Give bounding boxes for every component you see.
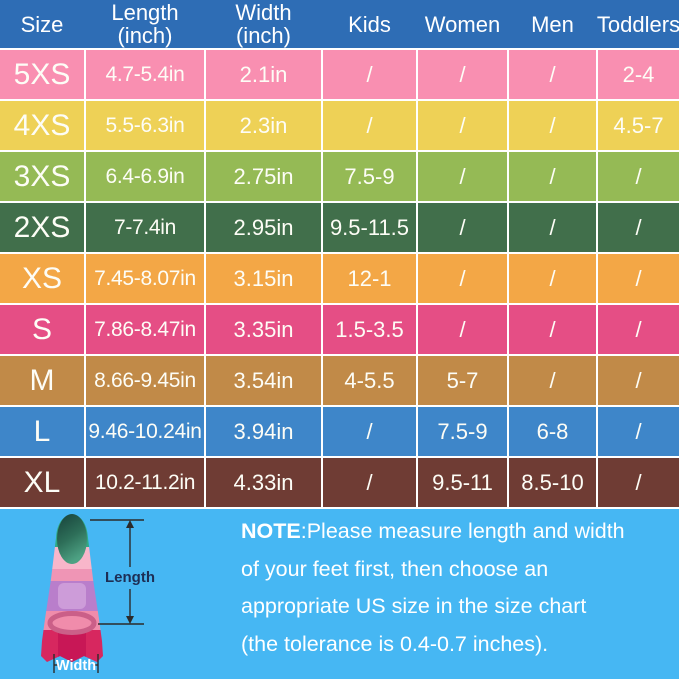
- table-cell-toddlers: /: [598, 407, 679, 456]
- table-cell-length: 8.66-9.45in: [86, 356, 204, 405]
- note-text: NOTE:Please measure length and width of …: [241, 513, 671, 663]
- table-cell-kids: /: [323, 101, 416, 150]
- size-label: M: [0, 356, 84, 405]
- table-cell-men: 8.5-10: [509, 458, 596, 507]
- table-cell-women: /: [418, 50, 507, 99]
- size-table: Size Length (inch) Width (inch) Kids Women Men T…: [0, 0, 679, 509]
- fin-body: [41, 515, 103, 662]
- size-label: XS: [0, 254, 84, 303]
- table-cell-kids: /: [323, 50, 416, 99]
- table-cell-women: /: [418, 254, 507, 303]
- size-label: 5XS: [0, 50, 84, 99]
- table-cell-kids: /: [323, 407, 416, 456]
- length-label: Length: [105, 569, 155, 586]
- size-label: XL: [0, 458, 84, 507]
- size-label: 3XS: [0, 152, 84, 201]
- table-cell-women: 5-7: [418, 356, 507, 405]
- table-cell-kids: 7.5-9: [323, 152, 416, 201]
- fin-toe-opening: [57, 514, 87, 564]
- table-header: Size Length (inch) Width (inch) Kids Women Men T…: [0, 0, 679, 48]
- width-label: Width: [56, 658, 96, 674]
- table-cell-women: /: [418, 305, 507, 354]
- table-cell-kids: 1.5-3.5: [323, 305, 416, 354]
- table-cell-men: /: [509, 305, 596, 354]
- table-cell-men: 6-8: [509, 407, 596, 456]
- table-cell-width: 2.3in: [206, 101, 321, 150]
- footer-band: Length Width NOTE:Please measure length …: [0, 509, 679, 679]
- table-cell-toddlers: /: [598, 203, 679, 252]
- table-cell-length: 7.86-8.47in: [86, 305, 204, 354]
- size-label: L: [0, 407, 84, 456]
- table-cell-men: /: [509, 356, 596, 405]
- table-cell-kids: /: [323, 458, 416, 507]
- table-cell-men: /: [509, 152, 596, 201]
- table-cell-length: 7.45-8.07in: [86, 254, 204, 303]
- table-cell-kids: 9.5-11.5: [323, 203, 416, 252]
- table-cell-toddlers: 2-4: [598, 50, 679, 99]
- note-line: NOTE:Please measure length and width: [241, 519, 625, 543]
- column-header-toddlers: Toddlers: [596, 11, 679, 37]
- table-cell-toddlers: /: [598, 356, 679, 405]
- note-line: appropriate US size in the size chart: [241, 594, 587, 618]
- column-header-men: Men: [531, 11, 574, 37]
- note-line: (the tolerance is 0.4-0.7 inches).: [241, 631, 549, 656]
- table-cell-women: /: [418, 101, 507, 150]
- note-line: of your feet first, then choose an: [241, 556, 549, 581]
- column-header-size: Size: [20, 11, 64, 37]
- width-dimension-line: [53, 654, 99, 673]
- table-cell-width: 3.15in: [206, 254, 321, 303]
- table-cell-width: 3.35in: [206, 305, 321, 354]
- size-label: S: [0, 305, 84, 354]
- table-cell-women: /: [418, 203, 507, 252]
- table-cell-width: 2.95in: [206, 203, 321, 252]
- column-header-kids: Kids: [348, 11, 391, 37]
- table-body: 5XS 4.7-5.4in 2.1in / //2-4 4XS 5.5-6.3in 2.3in…: [0, 50, 679, 507]
- table-cell-men: /: [509, 101, 596, 150]
- table-cell-toddlers: /: [598, 254, 679, 303]
- size-label: 2XS: [0, 203, 84, 252]
- table-cell-width: 3.94in: [206, 407, 321, 456]
- column-header-women: Women: [424, 11, 501, 37]
- table-cell-kids: 4-5.5: [323, 356, 416, 405]
- fin-illustration: Length Width: [41, 514, 155, 674]
- table-cell-length: 6.4-6.9in: [86, 152, 204, 201]
- table-cell-width: 3.54in: [206, 356, 321, 405]
- table-cell-toddlers: /: [598, 458, 679, 507]
- table-cell-toddlers: /: [598, 305, 679, 354]
- table-cell-men: /: [509, 203, 596, 252]
- length-dimension-arrows: [126, 520, 134, 624]
- note-bold-prefix: NOTE: [241, 519, 301, 543]
- table-cell-men: /: [509, 50, 596, 99]
- table-cell-width: 2.75in: [206, 152, 321, 201]
- size-label: 4XS: [0, 101, 84, 150]
- table-cell-kids: 12-1: [323, 254, 416, 303]
- table-cell-length: 9.46-10.24in: [86, 407, 204, 456]
- table-cell-women: 9.5-11: [418, 458, 507, 507]
- column-header-width: Width (inch): [235, 0, 292, 48]
- fin-heel-strap: [47, 611, 97, 635]
- table-cell-width: 4.33in: [206, 458, 321, 507]
- table-cell-women: 7.5-9: [418, 407, 507, 456]
- table-cell-length: 10.2-11.2in: [86, 458, 204, 507]
- table-cell-length: 5.5-6.3in: [86, 101, 204, 150]
- column-header-length: Length (inch): [111, 0, 179, 48]
- table-cell-width: 2.1in: [206, 50, 321, 99]
- table-cell-toddlers: /: [598, 152, 679, 201]
- table-cell-length: 7-7.4in: [86, 203, 204, 252]
- table-cell-men: /: [509, 254, 596, 303]
- table-cell-toddlers: 4.5-7: [598, 101, 679, 150]
- table-cell-length: 4.7-5.4in: [86, 50, 204, 99]
- table-cell-women: /: [418, 152, 507, 201]
